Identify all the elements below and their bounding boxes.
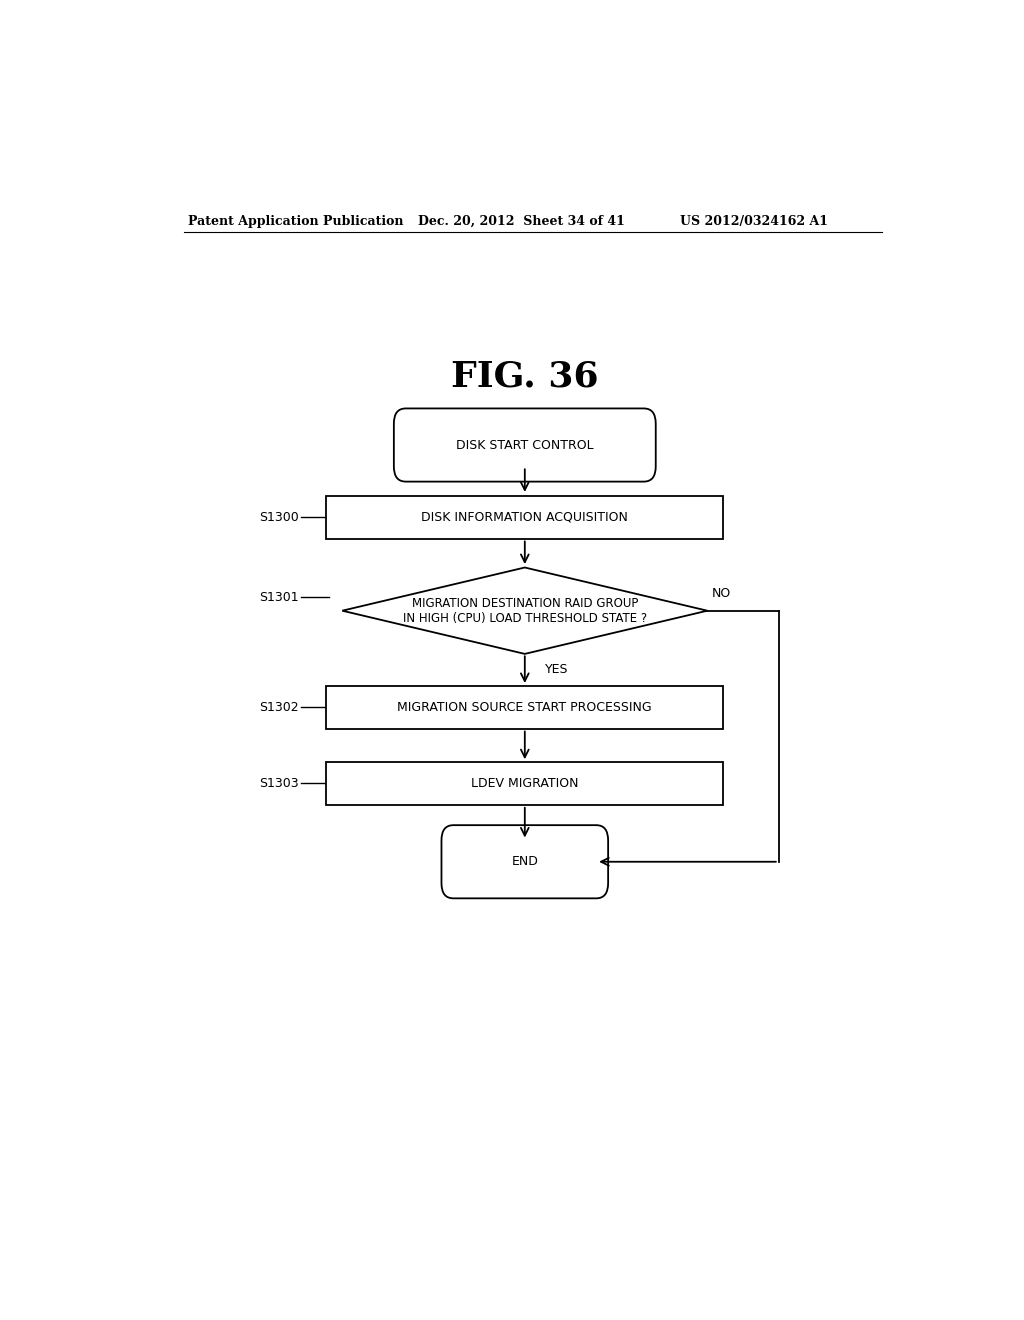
Text: END: END [511,855,539,869]
Text: Dec. 20, 2012  Sheet 34 of 41: Dec. 20, 2012 Sheet 34 of 41 [418,215,625,228]
Text: S1301: S1301 [259,591,299,605]
Bar [327,496,723,539]
FancyBboxPatch shape [394,408,655,482]
Text: S1303: S1303 [259,777,299,789]
Text: S1302: S1302 [259,701,299,714]
Text: NO: NO [712,587,730,599]
Text: DISK INFORMATION ACQUISITION: DISK INFORMATION ACQUISITION [421,511,629,524]
Text: FIG. 36: FIG. 36 [451,360,599,393]
Bar [327,686,723,729]
Text: US 2012/0324162 A1: US 2012/0324162 A1 [680,215,827,228]
Polygon shape [342,568,708,653]
Text: Patent Application Publication: Patent Application Publication [187,215,403,228]
FancyBboxPatch shape [441,825,608,899]
Bar [327,762,723,805]
Text: MIGRATION SOURCE START PROCESSING: MIGRATION SOURCE START PROCESSING [397,701,652,714]
Text: DISK START CONTROL: DISK START CONTROL [456,438,594,451]
Text: YES: YES [545,663,568,676]
Text: MIGRATION DESTINATION RAID GROUP
IN HIGH (CPU) LOAD THRESHOLD STATE ?: MIGRATION DESTINATION RAID GROUP IN HIGH… [402,597,647,624]
Text: LDEV MIGRATION: LDEV MIGRATION [471,777,579,789]
Text: S1300: S1300 [259,511,299,524]
